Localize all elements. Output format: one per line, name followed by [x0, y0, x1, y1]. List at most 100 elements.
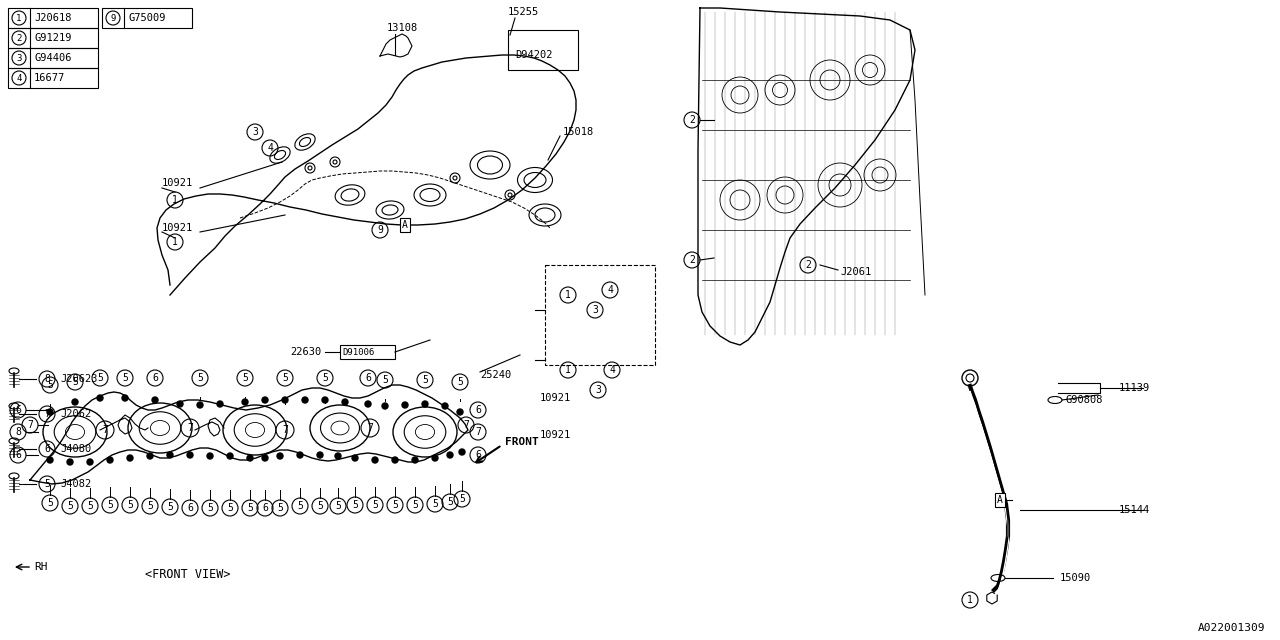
Text: 15090: 15090	[1060, 573, 1092, 583]
Text: 8: 8	[44, 374, 50, 384]
Text: 5: 5	[227, 503, 233, 513]
Circle shape	[108, 457, 113, 463]
Text: 7: 7	[367, 423, 372, 433]
Text: 5: 5	[72, 377, 78, 387]
Text: 3: 3	[17, 54, 22, 63]
Text: 9: 9	[378, 225, 383, 235]
Text: 5: 5	[127, 500, 133, 510]
Text: 1: 1	[564, 365, 571, 375]
Circle shape	[247, 455, 253, 461]
Circle shape	[282, 397, 288, 403]
Text: 5: 5	[372, 500, 378, 510]
Text: 4: 4	[609, 365, 614, 375]
Text: 5: 5	[433, 499, 438, 509]
Circle shape	[197, 402, 204, 408]
Text: 7: 7	[44, 409, 50, 419]
Text: D94202: D94202	[515, 50, 553, 60]
Bar	[8, 48, 99, 68]
Text: 15255: 15255	[508, 7, 539, 17]
Text: 7: 7	[475, 427, 481, 437]
Circle shape	[365, 401, 371, 407]
Text: 5: 5	[47, 498, 52, 508]
Text: 5: 5	[242, 373, 248, 383]
Circle shape	[276, 453, 283, 459]
Text: J20623: J20623	[60, 374, 97, 384]
Text: J4080: J4080	[60, 444, 91, 454]
Text: 5: 5	[317, 501, 323, 511]
Circle shape	[422, 401, 428, 407]
Circle shape	[381, 403, 388, 409]
Text: 15018: 15018	[563, 127, 594, 137]
Text: 6: 6	[44, 444, 50, 454]
Circle shape	[177, 401, 183, 407]
Circle shape	[122, 395, 128, 401]
Text: 2: 2	[805, 260, 812, 270]
Text: 5: 5	[67, 501, 73, 511]
Text: 3: 3	[595, 385, 600, 395]
Circle shape	[317, 452, 323, 458]
Text: 5: 5	[335, 501, 340, 511]
Text: 10921: 10921	[163, 223, 193, 233]
Text: FRONT: FRONT	[506, 437, 539, 447]
Text: 6: 6	[475, 405, 481, 415]
Text: 1: 1	[968, 595, 973, 605]
Circle shape	[47, 409, 52, 415]
Text: 2: 2	[689, 115, 695, 125]
Text: 5: 5	[352, 500, 358, 510]
Text: 5: 5	[412, 500, 419, 510]
Text: 5: 5	[460, 494, 465, 504]
Text: 5: 5	[447, 497, 453, 507]
Text: 5: 5	[457, 377, 463, 387]
Text: 5: 5	[392, 500, 398, 510]
Circle shape	[323, 397, 328, 403]
Text: 10921: 10921	[163, 178, 193, 188]
Text: 6: 6	[262, 503, 268, 513]
Circle shape	[402, 402, 408, 408]
Text: 5: 5	[282, 373, 288, 383]
Circle shape	[152, 397, 157, 403]
Text: 11139: 11139	[1119, 383, 1149, 393]
Text: 5: 5	[276, 503, 283, 513]
Bar	[340, 345, 396, 359]
Text: 1: 1	[564, 290, 571, 300]
Text: 1: 1	[17, 13, 22, 22]
Text: 5: 5	[87, 501, 93, 511]
Circle shape	[342, 399, 348, 405]
Circle shape	[262, 397, 268, 403]
Circle shape	[457, 409, 463, 415]
Text: 4: 4	[17, 74, 22, 83]
Text: 5: 5	[207, 503, 212, 513]
Text: 6: 6	[15, 405, 20, 415]
Text: 6: 6	[365, 373, 371, 383]
Bar	[8, 28, 99, 48]
Text: A: A	[402, 220, 408, 230]
Circle shape	[335, 453, 340, 459]
Text: 7: 7	[282, 425, 288, 435]
Circle shape	[67, 459, 73, 465]
Text: 13108: 13108	[387, 23, 419, 33]
Circle shape	[227, 453, 233, 459]
Text: 4: 4	[607, 285, 613, 295]
Text: 15144: 15144	[1119, 505, 1149, 515]
Text: 7: 7	[102, 425, 108, 435]
Circle shape	[352, 455, 358, 461]
Circle shape	[97, 395, 102, 401]
Text: 3: 3	[593, 305, 598, 315]
Text: 5: 5	[44, 479, 50, 489]
Text: J2062: J2062	[60, 409, 91, 419]
Text: 5: 5	[323, 373, 328, 383]
Bar	[8, 68, 99, 88]
Text: 6: 6	[15, 450, 20, 460]
Circle shape	[187, 452, 193, 458]
Text: A: A	[997, 495, 1004, 505]
Circle shape	[392, 457, 398, 463]
Circle shape	[87, 459, 93, 465]
Text: 1: 1	[172, 195, 178, 205]
Circle shape	[297, 452, 303, 458]
Text: 4: 4	[268, 143, 273, 153]
Circle shape	[372, 457, 378, 463]
Text: A022001309: A022001309	[1198, 623, 1265, 633]
Text: 5: 5	[147, 501, 152, 511]
Circle shape	[433, 455, 438, 461]
Circle shape	[166, 452, 173, 458]
